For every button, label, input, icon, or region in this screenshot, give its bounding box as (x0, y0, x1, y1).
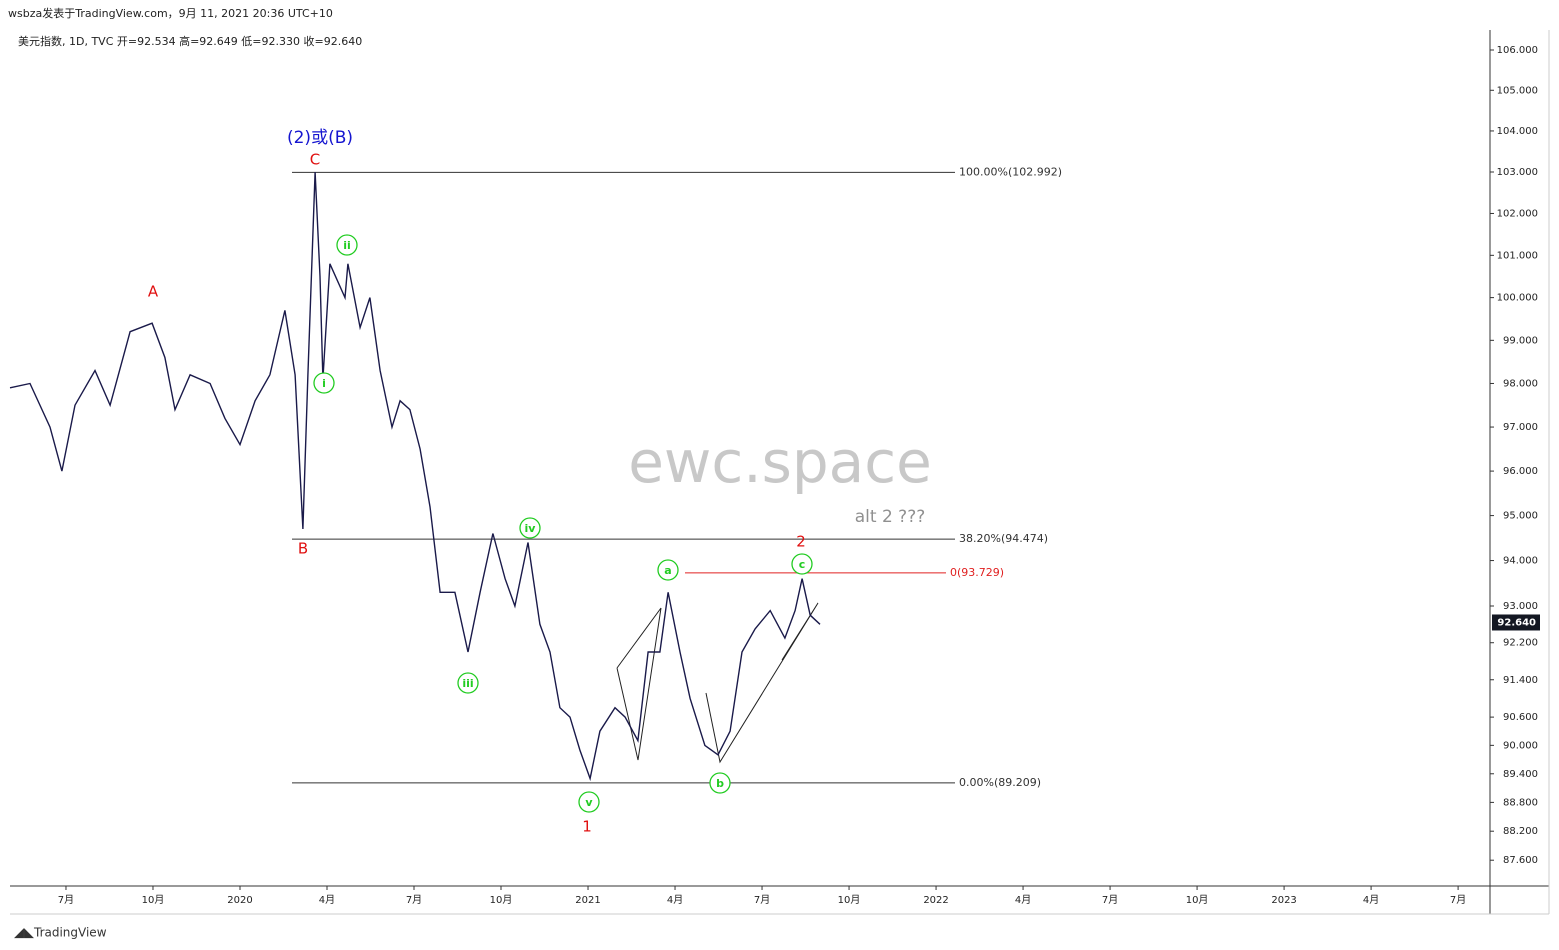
note: alt 2 ??? (855, 507, 926, 527)
y-tick-label: 104.000 (1497, 126, 1538, 137)
y-tick-label: 106.000 (1497, 45, 1538, 56)
x-tick-label: 2021 (575, 895, 600, 906)
wave-label: a (664, 564, 671, 577)
x-tick-label: 2020 (227, 895, 252, 906)
wave-label: i (322, 377, 326, 390)
wave-circle (578, 791, 600, 813)
wave-circle (519, 517, 541, 539)
logo: ◢◣ (14, 926, 34, 941)
fib-label: 0(93.729) (950, 566, 1004, 579)
fib-label: 100.00%(102.992) (959, 165, 1062, 178)
wave-circle (336, 234, 358, 256)
x-tick-label: 7月 (754, 894, 770, 906)
y-tick-label: 88.800 (1503, 797, 1538, 808)
wave-label: B (298, 540, 308, 558)
wave-label: ii (343, 239, 351, 252)
fib-label: 38.20%(94.474) (959, 532, 1048, 545)
fib-label: 0.00%(89.209) (959, 776, 1041, 789)
wave-label: c (799, 558, 806, 571)
price-line (9, 171, 821, 782)
y-tick-label: 101.000 (1497, 250, 1538, 261)
wave-circle (457, 672, 479, 694)
x-tick-label: 10月 (142, 894, 165, 906)
y-tick-label: 90.000 (1503, 740, 1538, 751)
y-tick-label: 92.200 (1503, 638, 1538, 649)
y-tick-label: 98.000 (1503, 378, 1538, 389)
x-tick-label: 7月 (1102, 894, 1118, 906)
y-tick-label: 94.000 (1503, 556, 1538, 567)
trend-line (705, 602, 819, 764)
footer: TradingView (33, 926, 107, 940)
last-price-label: 92.640 (1497, 617, 1536, 628)
wave-label: A (148, 283, 159, 301)
y-tick-label: 99.000 (1503, 335, 1538, 346)
publisher: wsbza发表于TradingView.com，9月 11, 2021 20:3… (8, 6, 333, 20)
y-tick-label: 97.000 (1503, 422, 1538, 433)
last-price-badge (1492, 614, 1540, 631)
wave-circle (791, 553, 813, 575)
wave-label: iii (462, 677, 473, 690)
y-tick-label: 91.400 (1503, 675, 1538, 686)
x-tick-label: 4月 (319, 894, 335, 906)
wave-circle (657, 559, 679, 581)
x-tick-label: 7月 (1450, 894, 1466, 906)
y-tick-label: 100.000 (1497, 293, 1538, 304)
wave-label: 1 (582, 818, 592, 836)
y-tick-label: 89.400 (1503, 769, 1538, 780)
wave-circle (709, 772, 731, 794)
y-tick-label: 102.000 (1497, 208, 1538, 219)
x-tick-label: 2023 (1271, 895, 1296, 906)
y-tick-label: 96.000 (1503, 466, 1538, 477)
wave-label: v (585, 796, 593, 809)
x-tick-label: 10月 (838, 894, 861, 906)
x-tick-label: 2022 (923, 895, 948, 906)
wave-label: b (716, 777, 724, 790)
x-tick-label: 7月 (406, 894, 422, 906)
x-tick-label: 10月 (490, 894, 513, 906)
y-tick-label: 95.000 (1503, 511, 1538, 522)
trend-line (616, 607, 662, 761)
y-tick-label: 93.000 (1503, 601, 1538, 612)
watermark: ewc.space (628, 428, 932, 496)
x-tick-label: 4月 (667, 894, 683, 906)
y-tick-label: 88.200 (1503, 826, 1538, 837)
wave-label: iv (525, 522, 537, 535)
y-tick-label: 90.600 (1503, 712, 1538, 723)
wave-label: (2)或(B) (287, 128, 353, 148)
y-tick-label: 103.000 (1497, 167, 1538, 178)
x-tick-label: 10月 (1186, 894, 1209, 906)
wave-circle (313, 372, 335, 394)
y-tick-label: 87.600 (1503, 855, 1538, 866)
y-tick-label: 105.000 (1497, 85, 1538, 96)
wave-label: C (310, 151, 320, 169)
x-tick-label: 7月 (58, 894, 74, 906)
symbol-info: 美元指数, 1D, TVC 开=92.534 高=92.649 低=92.330… (18, 34, 362, 48)
x-tick-label: 4月 (1363, 894, 1379, 906)
x-tick-label: 4月 (1015, 894, 1031, 906)
wave-label: 2 (796, 533, 806, 551)
